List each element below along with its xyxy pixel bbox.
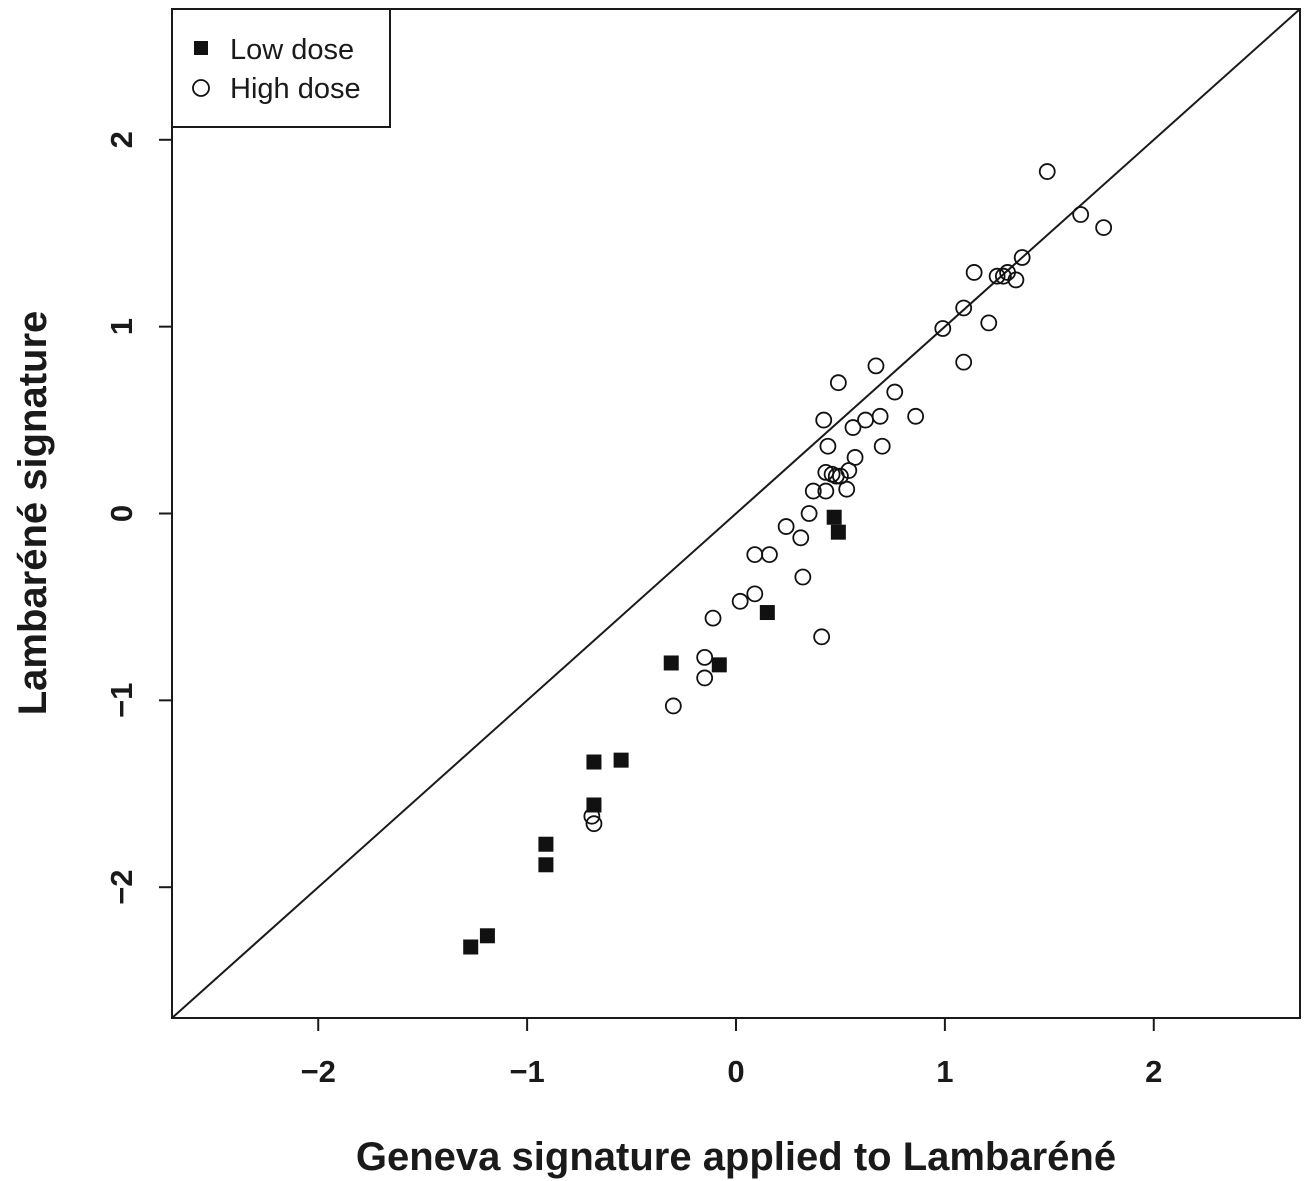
- y-tick-label: 1: [104, 318, 139, 335]
- high-dose-point: [838, 480, 856, 498]
- x-tick-label: 1: [936, 1054, 953, 1089]
- high-dose-point: [696, 648, 714, 666]
- low-dose-point: [463, 939, 479, 955]
- high-dose-point: [886, 383, 904, 401]
- legend-high-dose-marker: [192, 79, 210, 97]
- x-tick-label: −1: [509, 1054, 544, 1089]
- y-tick-label: 2: [104, 131, 139, 148]
- high-dose-point: [1038, 163, 1056, 180]
- high-dose-point: [1013, 249, 1031, 266]
- low-dose-point: [613, 752, 629, 768]
- x-tick-label: 2: [1145, 1054, 1162, 1089]
- high-dose-point: [857, 411, 874, 429]
- high-dose-point: [696, 669, 714, 687]
- low-dose-point: [586, 754, 602, 770]
- high-dose-point: [871, 407, 889, 425]
- high-dose-point: [844, 419, 862, 436]
- low-dose-point: [663, 655, 679, 671]
- legend-box: [171, 8, 391, 128]
- high-dose-point: [746, 546, 764, 564]
- high-dose-point: [846, 449, 864, 466]
- legend-high-dose-label: High dose: [230, 73, 361, 105]
- high-dose-point: [583, 807, 601, 825]
- low-dose-point: [538, 836, 554, 852]
- high-dose-point: [980, 314, 998, 332]
- high-dose-point: [907, 407, 925, 425]
- high-dose-point: [792, 529, 810, 547]
- high-dose-point: [1095, 219, 1113, 237]
- high-dose-point: [815, 411, 833, 429]
- identity-line: [171, 8, 1301, 1019]
- legend-low-dose-marker: [194, 41, 208, 55]
- high-dose-point: [1072, 206, 1090, 223]
- high-dose-point: [585, 815, 603, 833]
- high-dose-point: [955, 299, 973, 317]
- y-tick-label: −2: [104, 870, 139, 905]
- high-dose-point: [794, 568, 812, 586]
- high-dose-point: [934, 320, 952, 337]
- low-dose-point: [711, 657, 727, 673]
- high-dose-point: [704, 609, 722, 627]
- high-dose-point: [829, 374, 847, 392]
- high-dose-point: [965, 264, 983, 281]
- high-dose-point: [804, 482, 822, 500]
- low-dose-point: [759, 605, 775, 621]
- high-dose-point: [867, 357, 885, 375]
- y-tick-label: −1: [104, 683, 139, 718]
- high-dose-point: [746, 585, 764, 603]
- x-tick-label: −2: [301, 1054, 336, 1089]
- y-axis-title: Lambaréné signature: [11, 311, 55, 716]
- high-dose-point: [800, 505, 818, 522]
- high-dose-point: [761, 546, 778, 564]
- low-dose-point: [538, 857, 554, 873]
- low-dose-point: [479, 928, 495, 944]
- high-dose-point: [994, 267, 1012, 285]
- high-dose-point: [817, 482, 835, 500]
- high-dose-point: [873, 437, 891, 455]
- x-tick-label: 0: [727, 1054, 744, 1089]
- high-dose-point: [819, 437, 837, 455]
- low-dose-point: [826, 509, 842, 525]
- high-dose-point: [1007, 271, 1025, 289]
- legend-low-dose-label: Low dose: [230, 34, 354, 66]
- reference-line-layer: [171, 8, 1301, 1019]
- low-dose-point: [830, 524, 846, 540]
- high-dose-point: [955, 353, 973, 371]
- high-dose-point: [664, 697, 682, 715]
- x-axis-title: Geneva signature applied to Lambaréné: [356, 1135, 1116, 1179]
- high-dose-point: [731, 592, 749, 610]
- plot-frame: [171, 8, 1301, 1019]
- high-dose-point: [777, 518, 795, 535]
- legend: Low dose High dose: [171, 8, 391, 128]
- high-dose-point: [813, 628, 831, 646]
- y-tick-label: 0: [104, 505, 139, 522]
- data-points: [463, 163, 1113, 955]
- axis-ticks: −2 −1 0 1 2 −2 −1 0 1 2: [104, 131, 1162, 1089]
- high-dose-point: [988, 267, 1006, 285]
